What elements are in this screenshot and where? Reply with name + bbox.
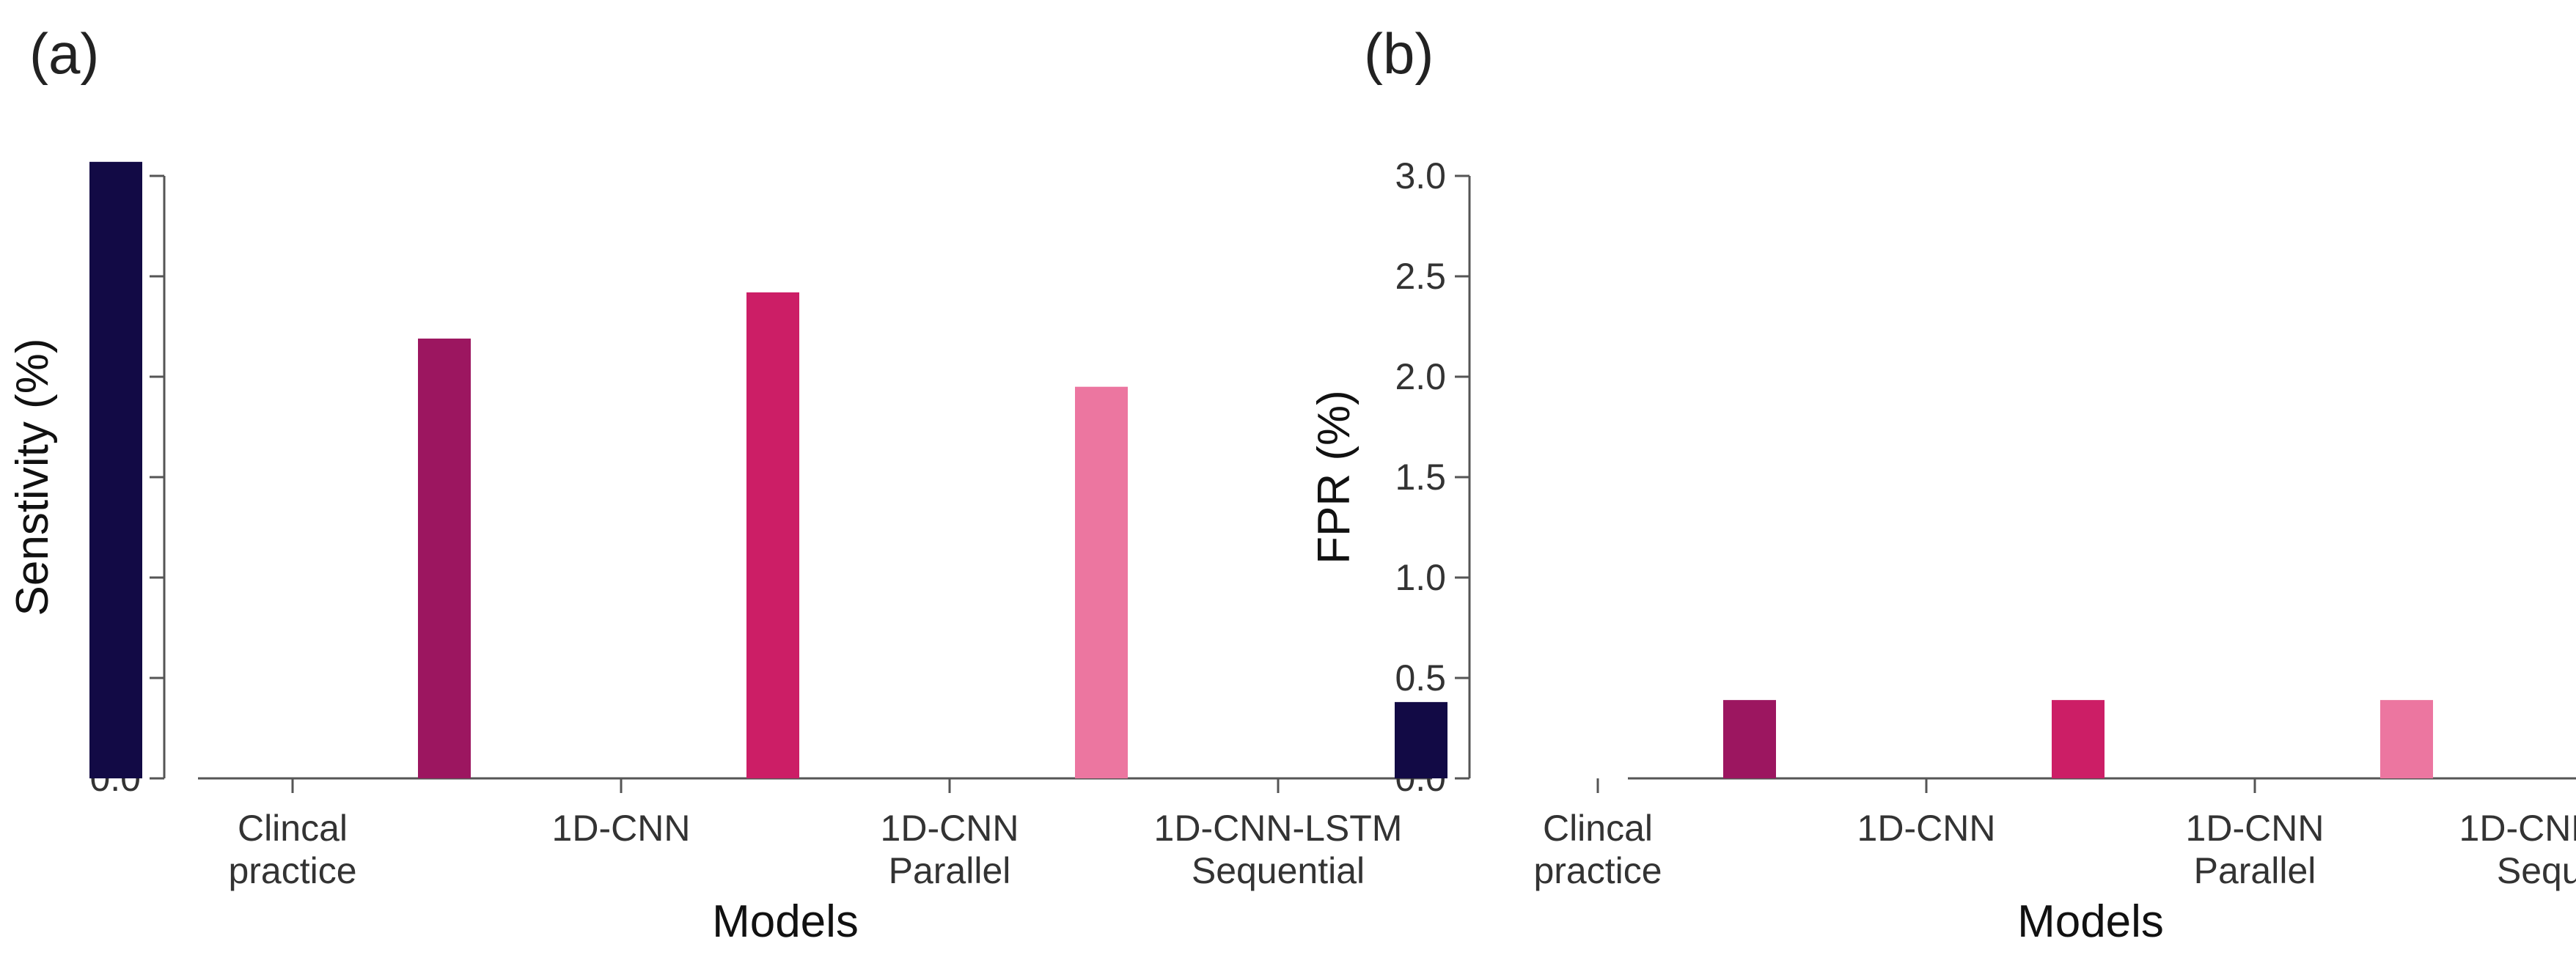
x-tick-label: 1D-CNN [2186, 808, 2324, 849]
x-tick-label: 1D-CNN [552, 808, 691, 849]
x-tick-label: 1D-CNN [1857, 808, 1996, 849]
x-tick-label: practice [1533, 850, 1662, 891]
x-tick-label: Clincal [1543, 808, 1653, 849]
x-tick-label: Parallel [2194, 850, 2316, 891]
bar [418, 338, 471, 778]
x-tick-label: Clincal [238, 808, 348, 849]
y-axis-title: Senstivity (%) [7, 339, 58, 616]
x-tick-label: Parallel [889, 850, 1011, 891]
x-tick-label: 1D-CNN [881, 808, 1019, 849]
x-tick-label: Sequential [2497, 850, 2576, 891]
bar [2380, 700, 2433, 778]
x-tick-label: 1D-CNN-LSTM [2459, 808, 2576, 849]
panel-label: (b) [1364, 21, 1434, 86]
y-tick-label: 0.5 [1395, 657, 1446, 698]
bar [746, 292, 799, 778]
y-tick-label: 3.0 [1395, 155, 1446, 196]
panel-label: (a) [29, 21, 99, 86]
x-tick-label: 1D-CNN-LSTM [1154, 808, 1403, 849]
x-tick-label: Sequential [1192, 850, 1365, 891]
panel-a: (a)0.00.51.01.52.02.53.0Senstivity (%)Cl… [7, 21, 1432, 947]
x-axis-title: Models [2017, 896, 2164, 947]
bar [1723, 700, 1776, 778]
bar [89, 161, 142, 778]
y-tick-label: 2.5 [1395, 256, 1446, 297]
x-axis-title: Models [712, 896, 859, 947]
bar [1075, 386, 1128, 778]
x-tick-label: practice [228, 850, 356, 891]
y-tick-label: 1.5 [1395, 457, 1446, 498]
y-axis-title: FPR (%) [1309, 390, 1359, 564]
y-tick-label: 2.0 [1395, 356, 1446, 397]
bar [2052, 700, 2105, 778]
y-tick-label: 1.0 [1395, 557, 1446, 598]
bar [1395, 701, 1447, 778]
